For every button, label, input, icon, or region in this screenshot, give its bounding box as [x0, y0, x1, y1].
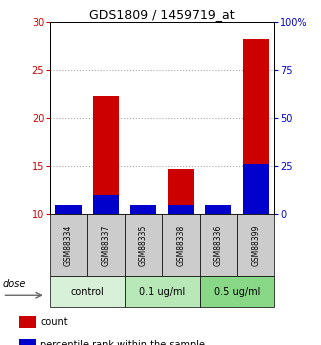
Bar: [50, 276, 125, 307]
Bar: [205, 205, 231, 214]
Text: 0.5 ug/ml: 0.5 ug/ml: [214, 287, 260, 296]
Bar: [87, 214, 125, 276]
Text: GSM88335: GSM88335: [139, 224, 148, 266]
Bar: [237, 214, 274, 276]
Bar: [205, 209, 231, 214]
Bar: [130, 210, 156, 214]
Text: GSM88337: GSM88337: [101, 224, 110, 266]
Bar: [50, 214, 87, 276]
Text: GSM88399: GSM88399: [251, 224, 260, 266]
Bar: [19, 339, 36, 345]
Bar: [56, 209, 82, 214]
Text: count: count: [40, 317, 68, 327]
Bar: [130, 205, 156, 214]
Bar: [200, 214, 237, 276]
Bar: [243, 39, 269, 214]
Text: control: control: [70, 287, 104, 296]
Text: GSM88334: GSM88334: [64, 224, 73, 266]
Bar: [162, 214, 200, 276]
Bar: [168, 205, 194, 214]
Bar: [93, 96, 119, 214]
Bar: [243, 164, 269, 214]
Bar: [125, 214, 162, 276]
Text: GSM88336: GSM88336: [214, 224, 223, 266]
Bar: [200, 276, 274, 307]
Bar: [93, 195, 119, 214]
Text: GSM88338: GSM88338: [176, 224, 185, 266]
Bar: [125, 276, 200, 307]
Text: percentile rank within the sample: percentile rank within the sample: [40, 341, 205, 345]
Bar: [19, 316, 36, 328]
Title: GDS1809 / 1459719_at: GDS1809 / 1459719_at: [89, 8, 235, 21]
Text: dose: dose: [3, 279, 26, 289]
Text: 0.1 ug/ml: 0.1 ug/ml: [139, 287, 185, 296]
Bar: [56, 205, 82, 214]
Bar: [168, 169, 194, 214]
